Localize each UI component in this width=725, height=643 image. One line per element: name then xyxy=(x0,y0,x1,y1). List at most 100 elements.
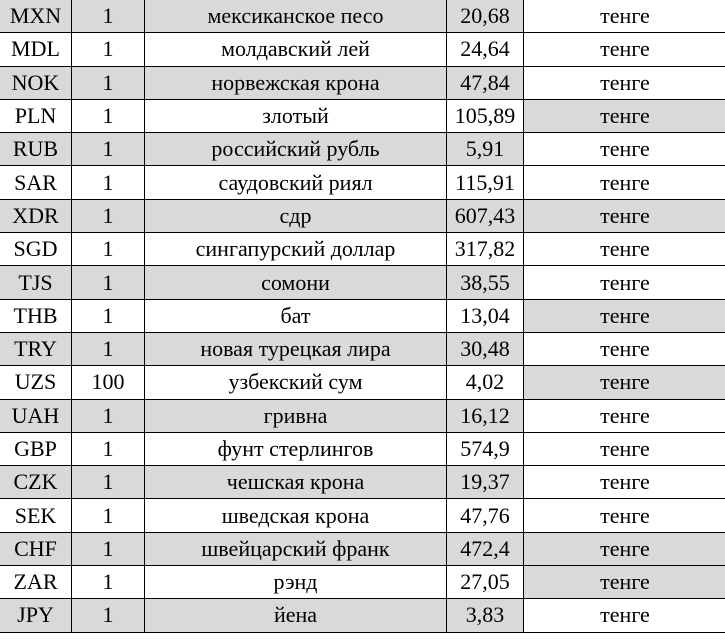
amount-cell: 1 xyxy=(71,232,145,267)
unit-cell: тенге xyxy=(523,198,725,234)
unit-cell: тенге xyxy=(523,65,725,100)
rate-cell: 4,02 xyxy=(446,365,524,400)
currency-name-cell: злотый xyxy=(144,98,447,134)
amount-cell: 1 xyxy=(71,531,145,567)
table-row: PLN 1 злотый 105,89 тенге xyxy=(0,98,725,134)
currency-name-cell: мексиканское песо xyxy=(144,0,447,34)
currency-name-cell: норвежская крона xyxy=(144,65,447,100)
unit-cell: тенге xyxy=(523,98,725,134)
table-row: JPY 1 йена 3,83 тенге xyxy=(0,598,725,633)
currency-name-cell: швейцарский франк xyxy=(144,531,447,567)
rate-cell: 19,37 xyxy=(446,465,524,500)
currency-name-cell: фунт стерлингов xyxy=(144,431,447,467)
rate-cell: 47,76 xyxy=(446,498,524,533)
currency-code-cell: RUB xyxy=(0,132,72,167)
table-row: TRY 1 новая турецкая лира 30,48 тенге xyxy=(0,331,725,367)
amount-cell: 1 xyxy=(71,398,145,433)
table-row: CZK 1 чешская крона 19,37 тенге xyxy=(0,465,725,500)
unit-cell: тенге xyxy=(523,32,725,67)
table-row: RUB 1 российский рубль 5,91 тенге xyxy=(0,132,725,167)
currency-code-cell: NOK xyxy=(0,65,72,100)
currency-name-cell: йена xyxy=(144,598,447,633)
currency-code-cell: GBP xyxy=(0,431,72,467)
table-row: XDR 1 сдр 607,43 тенге xyxy=(0,198,725,234)
unit-cell: тенге xyxy=(523,431,725,467)
table-row: MXN 1 мексиканское песо 20,68 тенге xyxy=(0,0,725,34)
rate-cell: 115,91 xyxy=(446,165,524,200)
table-row: TJS 1 сомони 38,55 тенге xyxy=(0,265,725,300)
amount-cell: 1 xyxy=(71,465,145,500)
amount-cell: 1 xyxy=(71,265,145,300)
currency-code-cell: SGD xyxy=(0,232,72,267)
currency-code-cell: JPY xyxy=(0,598,72,633)
unit-cell: тенге xyxy=(523,465,725,500)
table-row: UAH 1 гривна 16,12 тенге xyxy=(0,398,725,433)
unit-cell: тенге xyxy=(523,365,725,400)
currency-code-cell: TJS xyxy=(0,265,72,300)
table-row: GBP 1 фунт стерлингов 574,9 тенге xyxy=(0,431,725,467)
amount-cell: 1 xyxy=(71,565,145,600)
rate-cell: 13,04 xyxy=(446,298,524,333)
table-row: CHF 1 швейцарский франк 472,4 тенге xyxy=(0,531,725,567)
currency-code-cell: SEK xyxy=(0,498,72,533)
currency-name-cell: сдр xyxy=(144,198,447,234)
currency-code-cell: PLN xyxy=(0,98,72,134)
currency-code-cell: MXN xyxy=(0,0,72,34)
rate-cell: 607,43 xyxy=(446,198,524,234)
rate-cell: 20,68 xyxy=(446,0,524,34)
amount-cell: 1 xyxy=(71,132,145,167)
currency-code-cell: ZAR xyxy=(0,565,72,600)
currency-name-cell: чешская крона xyxy=(144,465,447,500)
table-row: NOK 1 норвежская крона 47,84 тенге xyxy=(0,65,725,100)
currency-name-cell: сомони xyxy=(144,265,447,300)
amount-cell: 1 xyxy=(71,298,145,333)
amount-cell: 100 xyxy=(71,365,145,400)
unit-cell: тенге xyxy=(523,531,725,567)
currency-name-cell: российский рубль xyxy=(144,132,447,167)
table-row: ZAR 1 рэнд 27,05 тенге xyxy=(0,565,725,600)
amount-cell: 1 xyxy=(71,165,145,200)
rate-cell: 105,89 xyxy=(446,98,524,134)
unit-cell: тенге xyxy=(523,598,725,633)
amount-cell: 1 xyxy=(71,431,145,467)
currency-name-cell: гривна xyxy=(144,398,447,433)
currency-name-cell: бат xyxy=(144,298,447,333)
unit-cell: тенге xyxy=(523,331,725,367)
unit-cell: тенге xyxy=(523,0,725,34)
rate-cell: 16,12 xyxy=(446,398,524,433)
rate-cell: 24,64 xyxy=(446,32,524,67)
currency-name-cell: саудовский риял xyxy=(144,165,447,200)
amount-cell: 1 xyxy=(71,598,145,633)
currency-name-cell: шведская крона xyxy=(144,498,447,533)
unit-cell: тенге xyxy=(523,498,725,533)
amount-cell: 1 xyxy=(71,498,145,533)
currency-code-cell: CHF xyxy=(0,531,72,567)
unit-cell: тенге xyxy=(523,165,725,200)
table-row: SAR 1 саудовский риял 115,91 тенге xyxy=(0,165,725,200)
table-row: SEK 1 шведская крона 47,76 тенге xyxy=(0,498,725,533)
currency-code-cell: TRY xyxy=(0,331,72,367)
currency-code-cell: CZK xyxy=(0,465,72,500)
amount-cell: 1 xyxy=(71,331,145,367)
rate-cell: 47,84 xyxy=(446,65,524,100)
currency-name-cell: сингапурский доллар xyxy=(144,232,447,267)
amount-cell: 1 xyxy=(71,198,145,234)
unit-cell: тенге xyxy=(523,398,725,433)
unit-cell: тенге xyxy=(523,265,725,300)
amount-cell: 1 xyxy=(71,65,145,100)
rate-cell: 3,83 xyxy=(446,598,524,633)
unit-cell: тенге xyxy=(523,232,725,267)
rate-cell: 27,05 xyxy=(446,565,524,600)
currency-code-cell: SAR xyxy=(0,165,72,200)
currency-name-cell: новая турецкая лира xyxy=(144,331,447,367)
currency-name-cell: молдавский лей xyxy=(144,32,447,67)
table-row: THB 1 бат 13,04 тенге xyxy=(0,298,725,333)
currency-code-cell: THB xyxy=(0,298,72,333)
currency-code-cell: UZS xyxy=(0,365,72,400)
unit-cell: тенге xyxy=(523,132,725,167)
rate-cell: 574,9 xyxy=(446,431,524,467)
rate-cell: 38,55 xyxy=(446,265,524,300)
currency-code-cell: UAH xyxy=(0,398,72,433)
amount-cell: 1 xyxy=(71,32,145,67)
